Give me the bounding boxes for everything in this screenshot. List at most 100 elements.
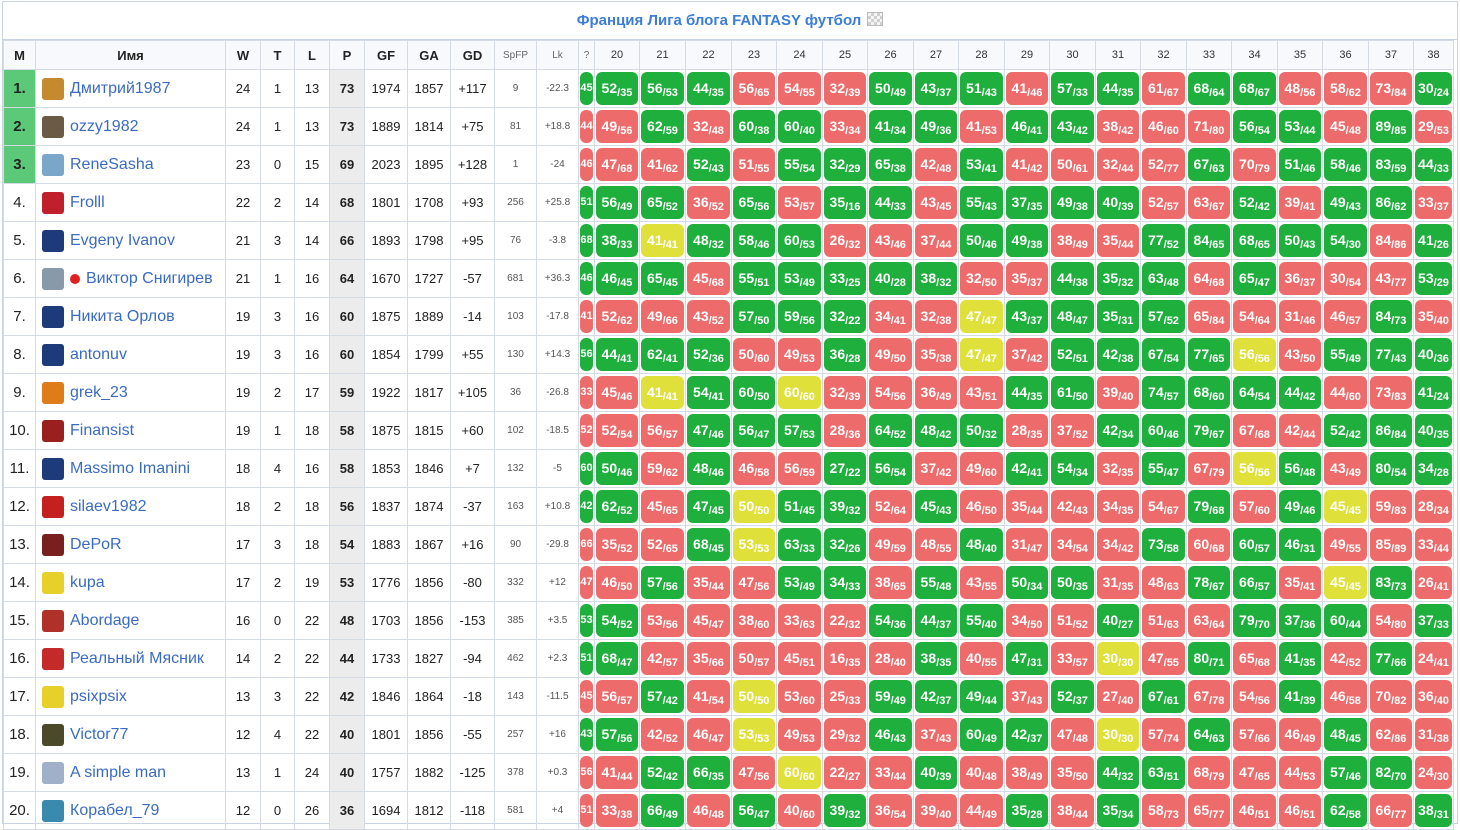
match-cell[interactable]: 58/46	[1322, 145, 1369, 184]
match-cell[interactable]: 67/63	[1186, 145, 1232, 184]
match-cell[interactable]: 48/42	[913, 411, 959, 450]
match-cell[interactable]: 60/49	[958, 715, 1005, 754]
match-cell[interactable]: 44/33	[1413, 145, 1454, 184]
match-cell[interactable]: 48/63	[1140, 563, 1187, 602]
match-cell[interactable]: 56/56	[1231, 449, 1278, 488]
match-cell[interactable]: 65/47	[1231, 259, 1278, 298]
match-cell[interactable]: 77/65	[1186, 335, 1232, 374]
match-cell[interactable]: 39/32	[822, 791, 868, 830]
match-cell[interactable]: 43/37	[1004, 297, 1050, 336]
match-cell[interactable]: 53/56	[639, 601, 686, 640]
match-cell[interactable]: 56/57	[594, 677, 640, 716]
match-cell[interactable]: 29/53	[1413, 107, 1454, 146]
match-cell[interactable]: 54/64	[1231, 297, 1278, 336]
match-cell[interactable]: 48/56	[1277, 69, 1323, 108]
match-cell[interactable]: 57/46	[1322, 753, 1369, 792]
match-cell[interactable]: 24/30	[1413, 753, 1454, 792]
match-cell[interactable]: 65/68	[1231, 639, 1278, 678]
match-cell[interactable]: 60/50	[731, 373, 777, 412]
match-cell[interactable]: 68/64	[1186, 69, 1232, 108]
match-cell[interactable]: 37/44	[913, 221, 959, 260]
player-link[interactable]: Корабел_79	[70, 801, 160, 819]
match-cell[interactable]: 40/36	[1413, 335, 1454, 374]
match-cell[interactable]: 56/48	[1277, 449, 1323, 488]
match-cell[interactable]: 52/42	[1231, 183, 1278, 222]
match-cell[interactable]: 63/48	[1140, 259, 1187, 298]
match-cell[interactable]: 38/49	[1004, 753, 1050, 792]
match-cell[interactable]: 39/40	[913, 791, 959, 830]
match-cell[interactable]: 45/43	[913, 487, 959, 526]
match-cell[interactable]: 57/60	[1231, 487, 1278, 526]
match-cell[interactable]: 62/86	[1368, 715, 1414, 754]
match-cell[interactable]: 59/56	[776, 297, 823, 336]
match-cell[interactable]: 52/35	[594, 69, 640, 108]
match-cell[interactable]: 36/37	[1277, 259, 1323, 298]
match-cell[interactable]: 66/77	[1368, 791, 1414, 830]
match-cell[interactable]: 60/53	[776, 221, 823, 260]
match-cell[interactable]: 77/52	[1140, 221, 1187, 260]
match-cell[interactable]: 56/59	[776, 449, 823, 488]
match-cell[interactable]: 52/43	[685, 145, 732, 184]
match-cell[interactable]: 49/59	[867, 525, 914, 564]
match-cell[interactable]: 53/53	[731, 715, 777, 754]
player-link[interactable]: Finansist	[70, 421, 135, 439]
col-round[interactable]: 36	[1322, 40, 1369, 70]
match-cell[interactable]: 47/56	[731, 563, 777, 602]
match-cell[interactable]: 63/64	[1186, 601, 1232, 640]
match-cell[interactable]: 44/33	[867, 183, 914, 222]
match-cell[interactable]: 49/56	[594, 107, 640, 146]
match-cell[interactable]: 46/51	[1277, 791, 1323, 830]
match-cell[interactable]: 73/83	[1368, 373, 1414, 412]
player-link[interactable]: Abordage	[70, 611, 140, 629]
match-cell[interactable]: 35/50	[1049, 753, 1096, 792]
match-cell[interactable]: 28/36	[822, 411, 868, 450]
match-cell[interactable]: 86/84	[1368, 411, 1414, 450]
match-cell[interactable]: 35/52	[594, 525, 640, 564]
match-cell[interactable]: 66/57	[1231, 563, 1278, 602]
match-cell[interactable]: 65/45	[639, 259, 686, 298]
match-cell[interactable]: 49/36	[913, 107, 959, 146]
match-cell[interactable]: 61/50	[1049, 373, 1096, 412]
player-link[interactable]: A simple man	[70, 763, 167, 781]
match-cell[interactable]: 47/47	[958, 335, 1005, 374]
match-cell[interactable]: 50/43	[1277, 221, 1323, 260]
match-cell[interactable]: 54/67	[1140, 487, 1187, 526]
match-cell[interactable]: 55/54	[776, 145, 823, 184]
match-cell[interactable]: 52/42	[1322, 411, 1369, 450]
match-cell[interactable]: 83/73	[1368, 563, 1414, 602]
match-cell[interactable]: 77/66	[1368, 639, 1414, 678]
match-cell[interactable]: 36/40	[1413, 677, 1454, 716]
match-cell[interactable]: 32/29	[822, 145, 868, 184]
match-cell[interactable]: 22/32	[822, 601, 868, 640]
match-cell[interactable]: 34/28	[1413, 449, 1454, 488]
match-cell[interactable]: 54/30	[1322, 221, 1369, 260]
match-cell[interactable]: 48/47	[1049, 297, 1096, 336]
match-cell[interactable]: 49/53	[776, 715, 823, 754]
match-cell[interactable]: 86/62	[1368, 183, 1414, 222]
col-round[interactable]: 26	[867, 40, 914, 70]
match-cell[interactable]: 49/66	[639, 297, 686, 336]
match-cell[interactable]: 78/67	[1186, 563, 1232, 602]
match-cell[interactable]: 66/49	[639, 791, 686, 830]
match-cell[interactable]: 42/43	[1049, 487, 1096, 526]
match-cell[interactable]: 68/47	[594, 639, 640, 678]
col-round[interactable]: 35	[1277, 40, 1323, 70]
match-cell[interactable]: 35/40	[1413, 297, 1454, 336]
match-cell[interactable]: 37/36	[1277, 601, 1323, 640]
match-cell[interactable]: 38/49	[1049, 221, 1096, 260]
match-cell[interactable]: 48/45	[1322, 715, 1369, 754]
match-cell[interactable]: 73/84	[1368, 69, 1414, 108]
match-cell[interactable]: 28/34	[1413, 487, 1454, 526]
match-cell[interactable]: 37/42	[913, 449, 959, 488]
match-cell[interactable]: 58/46	[731, 221, 777, 260]
match-cell[interactable]: 84/86	[1368, 221, 1414, 260]
col-round[interactable]: 25	[822, 40, 868, 70]
col-gd[interactable]: GD	[450, 40, 495, 70]
match-cell[interactable]: 47/68	[594, 145, 640, 184]
player-link[interactable]: psixpsix	[70, 687, 127, 705]
match-cell[interactable]: 71/80	[1186, 107, 1232, 146]
match-cell[interactable]: 47/45	[685, 487, 732, 526]
match-cell[interactable]: 43/49	[1322, 449, 1369, 488]
match-cell[interactable]: 54/80	[1368, 601, 1414, 640]
match-cell[interactable]: 38/32	[913, 259, 959, 298]
